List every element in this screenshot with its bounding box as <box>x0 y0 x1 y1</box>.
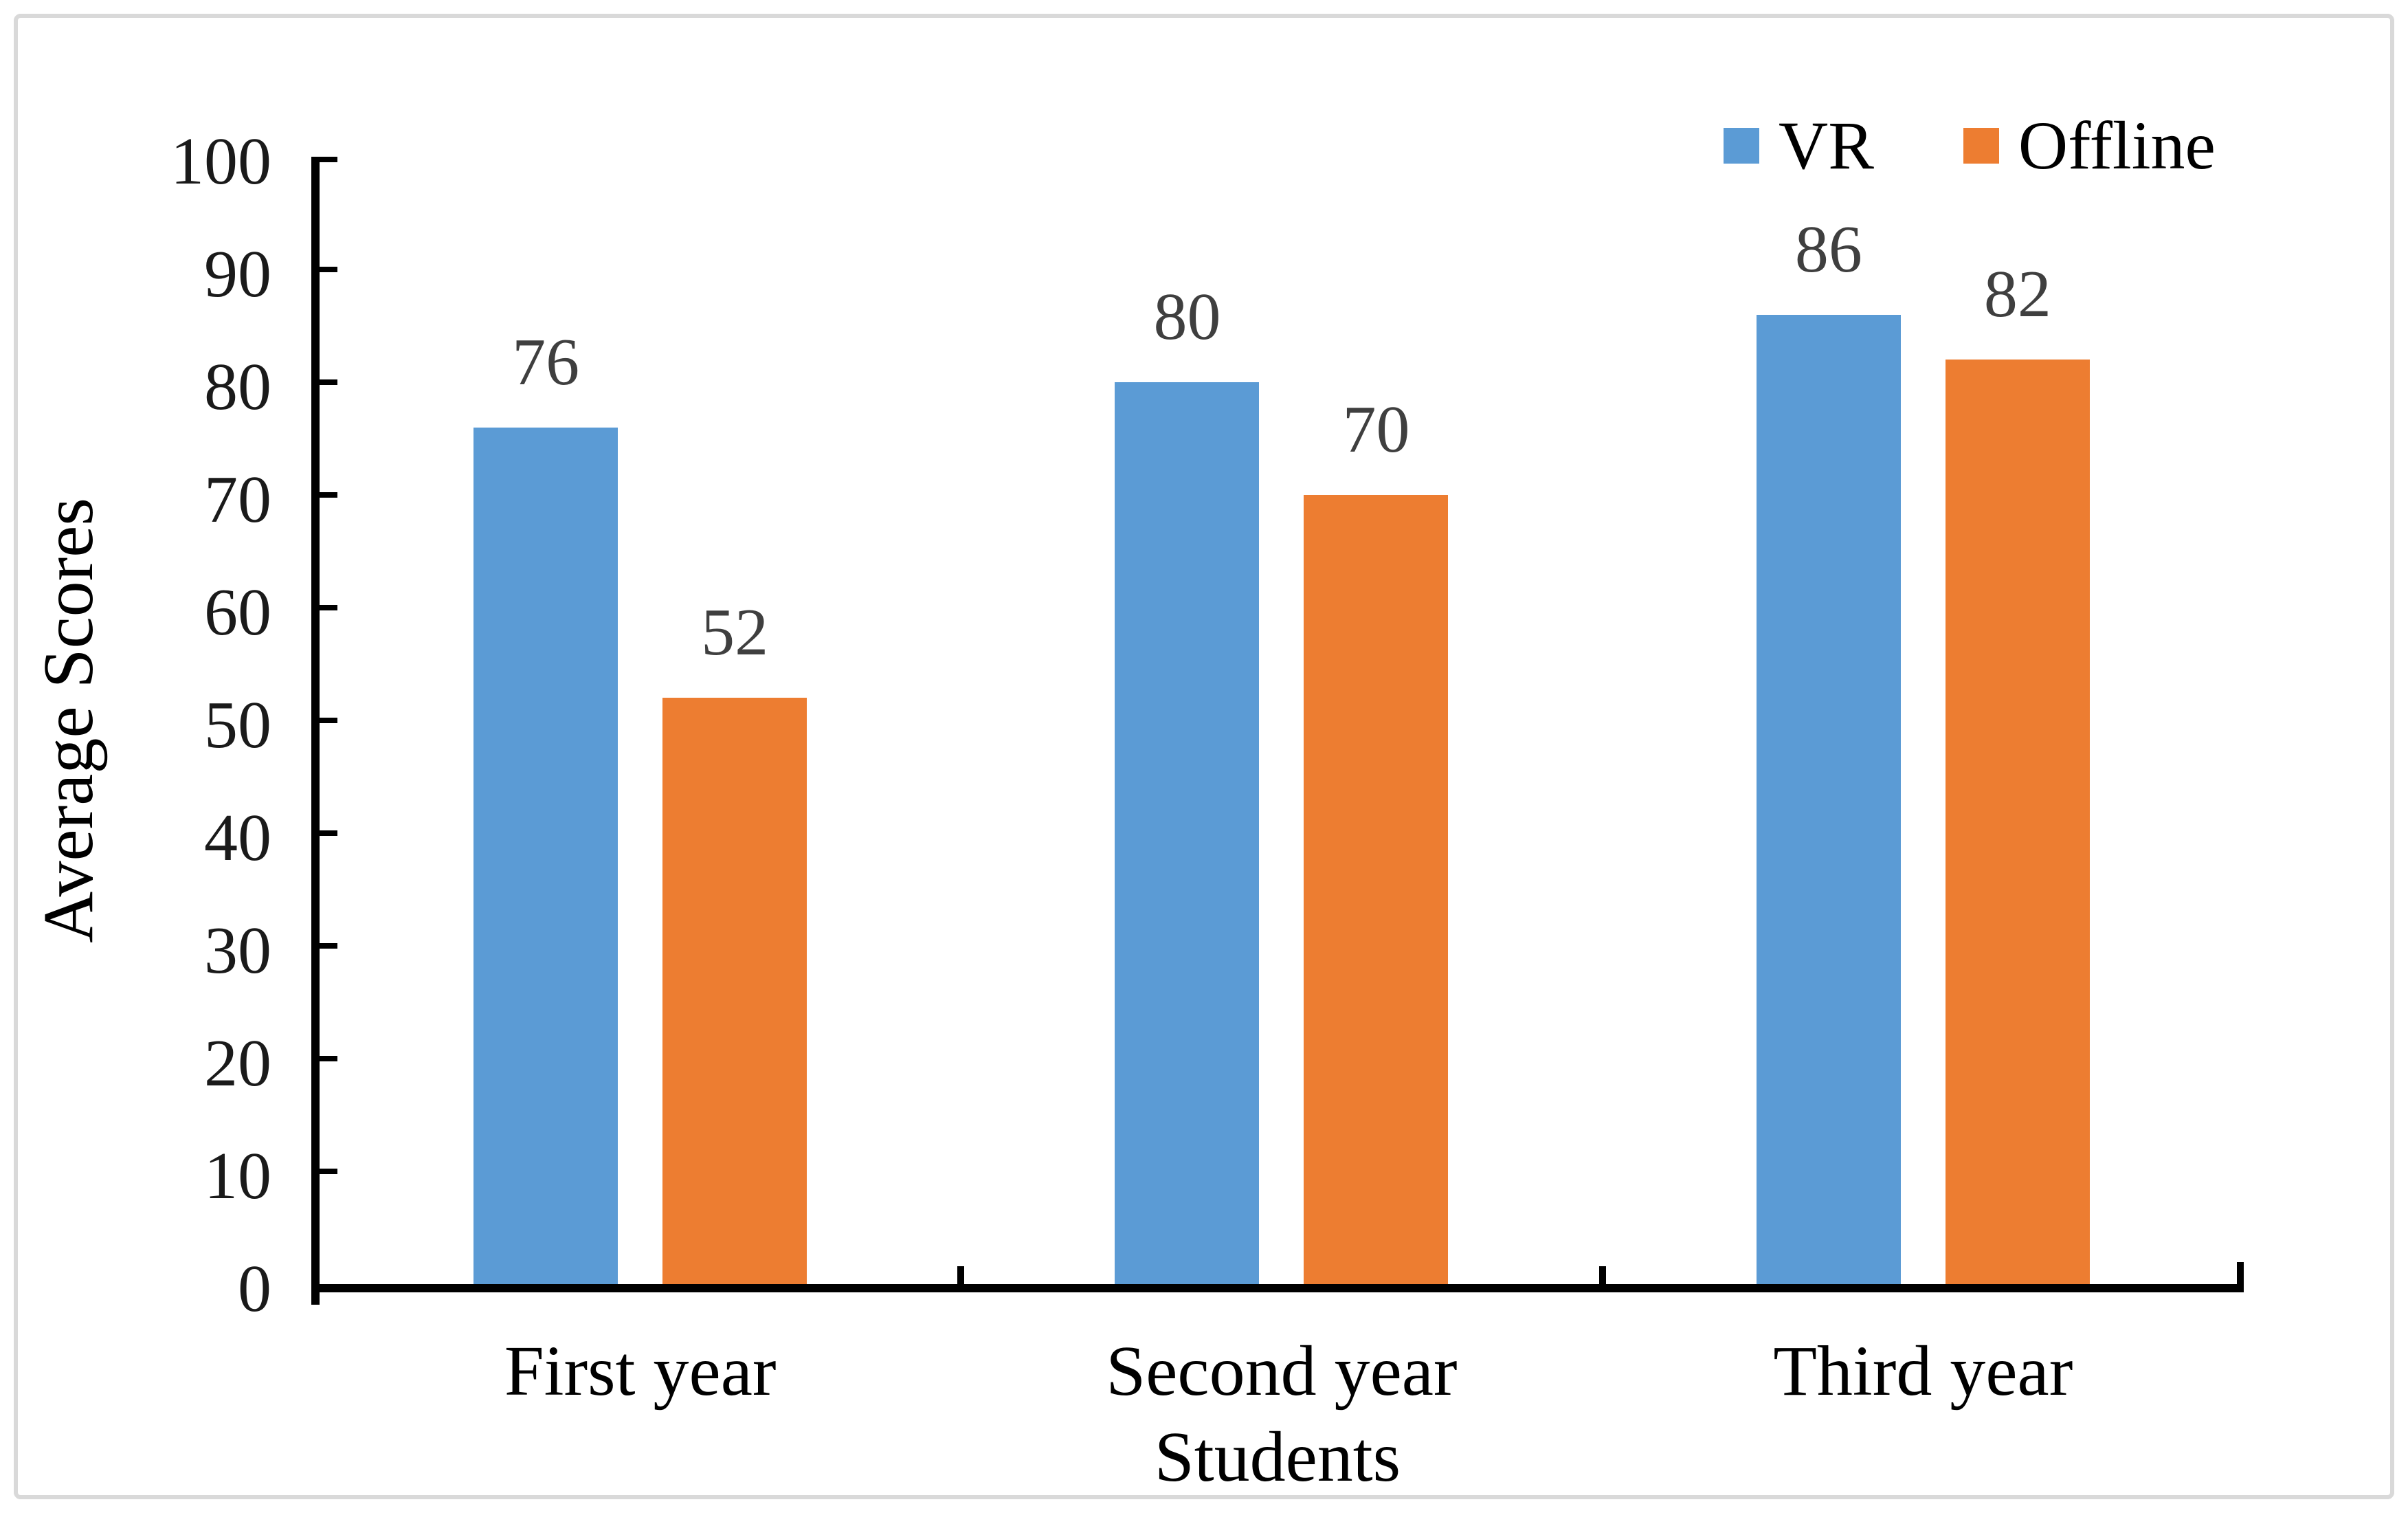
bar-offline: 52 <box>662 599 807 1284</box>
axis-corner-tick <box>311 1291 320 1305</box>
x-tick-mark <box>957 1266 964 1284</box>
y-tick-mark <box>320 1056 337 1061</box>
y-tick-mark <box>320 943 337 949</box>
bar-group: 76 52 <box>320 157 961 1284</box>
bar-offline: 82 <box>1945 261 2090 1284</box>
y-tick-mark <box>320 605 337 610</box>
y-tick-label: 80 <box>204 350 271 424</box>
legend-item-vr: VR <box>1724 111 1874 180</box>
category-label: Third year <box>1773 1332 2073 1411</box>
bar-data-label: 76 <box>512 324 580 399</box>
bar-data-label: 52 <box>701 595 769 670</box>
y-tick-label: 90 <box>204 237 271 311</box>
y-tick-mark <box>320 267 337 272</box>
legend-marker-vr <box>1724 128 1759 164</box>
y-tick-label: 40 <box>204 801 271 875</box>
x-tick-mark <box>1599 1266 1606 1284</box>
category-label: First year <box>504 1332 777 1411</box>
legend-marker-offline <box>1963 128 1999 164</box>
y-tick-label: 10 <box>204 1139 271 1213</box>
bar-data-label: 80 <box>1153 280 1221 354</box>
plot-area: 76 52 80 70 86 82 <box>311 157 2244 1305</box>
y-tick-mark <box>320 718 337 723</box>
y-tick-label: 0 <box>238 1252 271 1326</box>
y-tick-label: 70 <box>204 463 271 537</box>
y-tick-mark <box>320 379 337 385</box>
bar-vr: 80 <box>1115 283 1260 1284</box>
bar-group: 86 82 <box>1603 157 2244 1284</box>
y-tick-label: 60 <box>204 575 271 650</box>
y-tick-label: 30 <box>204 914 271 988</box>
x-tick-mark <box>2237 1262 2244 1284</box>
legend: VR Offline <box>1724 111 2216 180</box>
bar-vr: 76 <box>473 329 618 1284</box>
bar-data-label: 86 <box>1794 212 1862 287</box>
y-tick-mark <box>320 830 337 836</box>
y-tick-label: 100 <box>170 124 271 199</box>
y-axis-tick-labels: 0 10 20 30 40 50 60 70 80 90 100 <box>0 128 271 1323</box>
bar-offline: 70 <box>1304 396 1449 1284</box>
y-tick-mark <box>320 1169 337 1174</box>
legend-label: VR <box>1779 107 1874 184</box>
category-label: Second year <box>1106 1332 1458 1411</box>
x-axis-title: Students <box>1154 1417 1401 1497</box>
y-tick-mark <box>320 157 337 162</box>
y-tick-label: 50 <box>204 688 271 762</box>
bar-data-label: 82 <box>1983 257 2051 332</box>
x-axis-category-labels: First year Second year Third year <box>320 1327 2244 1423</box>
y-tick-mark <box>320 492 337 498</box>
y-tick-label: 20 <box>204 1026 271 1101</box>
legend-label: Offline <box>2018 107 2216 184</box>
legend-item-offline: Offline <box>1963 111 2216 180</box>
bar-vr: 86 <box>1756 216 1901 1284</box>
bar-group: 80 70 <box>961 157 1602 1284</box>
bar-data-label: 70 <box>1342 393 1410 467</box>
